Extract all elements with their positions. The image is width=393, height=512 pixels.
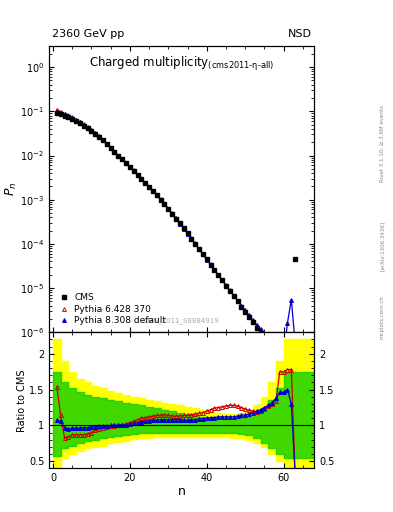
Text: CMS_2011_S8884919: CMS_2011_S8884919 [144,317,220,324]
Line: CMS: CMS [54,111,298,367]
Pythia 8.308 default [55,109,59,115]
Text: NSD: NSD [288,29,312,39]
Text: Rivet 3.1.10; ≥ 3.6M events: Rivet 3.1.10; ≥ 3.6M events [380,105,384,182]
Y-axis label: $P_n$: $P_n$ [4,182,19,197]
Pythia 6.428 370 [174,215,178,221]
CMS [281,361,286,368]
Line: Pythia 6.428 370: Pythia 6.428 370 [55,108,297,375]
Text: mcplots.cern.ch: mcplots.cern.ch [380,295,384,339]
CMS [254,325,259,331]
Pythia 8.308 default [174,216,178,222]
Text: 2360 GeV pp: 2360 GeV pp [52,29,124,39]
X-axis label: n: n [178,485,186,498]
Pythia 8.308 default [289,296,294,303]
CMS [293,256,298,262]
Pythia 6.428 370 [55,106,59,113]
Pythia 8.308 default [127,164,132,170]
Pythia 6.428 370 [166,205,171,211]
Text: Charged multiplicity$\mathregular{_{(cms2011\text{-}\eta\text{-}all)}}$: Charged multiplicity$\mathregular{_{(cms… [89,55,274,73]
Pythia 6.428 370 [293,370,298,376]
CMS [55,110,59,116]
Pythia 6.428 370 [220,277,224,283]
Pythia 8.308 default [166,206,171,212]
Pythia 6.428 370 [127,164,132,170]
Pythia 6.428 370 [120,156,125,162]
Pythia 8.308 default [293,340,298,347]
Pythia 8.308 default [281,352,286,358]
CMS [101,137,105,143]
CMS [135,172,140,178]
Y-axis label: Ratio to CMS: Ratio to CMS [18,369,28,432]
Legend: CMS, Pythia 6.428 370, Pythia 8.308 default: CMS, Pythia 6.428 370, Pythia 8.308 defa… [53,291,169,328]
CMS [108,145,113,151]
Pythia 8.308 default [120,156,125,162]
Text: [arXiv:1306.3436]: [arXiv:1306.3436] [380,221,384,271]
Pythia 8.308 default [220,278,224,284]
CMS [193,241,198,247]
Line: Pythia 8.308 default: Pythia 8.308 default [55,110,297,357]
CMS [178,220,182,226]
Pythia 6.428 370 [289,366,294,372]
